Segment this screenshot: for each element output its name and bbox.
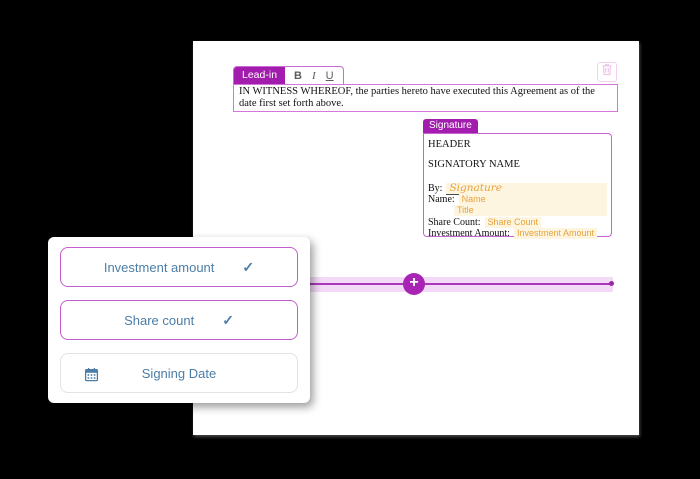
investment-amount-field-value[interactable]: Investment Amount (513, 227, 597, 239)
title-field-value[interactable]: Title (454, 205, 607, 217)
underline-button[interactable]: U (325, 69, 334, 82)
insert-line-end-dot (609, 281, 614, 286)
signature-field-row: Title (428, 205, 607, 217)
signature-header-text: HEADER (428, 139, 471, 150)
leadin-tab-bar: Lead-in B I U (233, 66, 344, 84)
share-count-field-value[interactable]: Share Count (484, 216, 542, 228)
add-field-button[interactable]: + (403, 273, 425, 295)
signature-field-value[interactable]: Signature (446, 183, 607, 195)
signature-field-row: Investment Amount: Investment Amount (428, 227, 607, 239)
bold-button[interactable]: B (294, 69, 302, 82)
menu-item-signing-date[interactable]: Signing Date (60, 353, 298, 393)
signature-tab-label[interactable]: Signature (423, 119, 478, 134)
signature-block[interactable]: HEADER SIGNATORY NAME By: Signature Name… (423, 133, 612, 239)
insert-position-line (248, 283, 613, 285)
trash-icon (601, 63, 613, 81)
delete-block-button[interactable] (597, 62, 617, 82)
menu-item-investment-amount[interactable]: Investment amount ✓ (60, 247, 298, 287)
name-field-value[interactable]: Name (458, 194, 607, 206)
signature-field-row: By: Signature (428, 183, 607, 195)
leadin-text-editor[interactable]: IN WITNESS WHEREOF, the parties hereto h… (233, 83, 618, 112)
menu-item-label: Signing Date (141, 365, 217, 381)
check-icon: ✓ (222, 311, 234, 328)
field-label: Name: (428, 194, 455, 206)
signature-field-row: Share Count: Share Count (428, 216, 607, 228)
insert-field-menu: Investment amount ✓ Share count ✓ (48, 237, 310, 403)
field-label: Investment Amount: (428, 227, 510, 239)
menu-item-label: Share count (124, 312, 195, 328)
field-label: Share Count: (428, 216, 481, 228)
signatory-name-text: SIGNATORY NAME (428, 159, 520, 170)
menu-item-share-count[interactable]: Share count ✓ (60, 300, 298, 340)
leadin-tab-label[interactable]: Lead-in (234, 67, 286, 84)
calendar-icon (84, 367, 99, 387)
format-toolbar: B I U (285, 67, 343, 84)
check-icon: ✓ (242, 258, 255, 275)
menu-item-label: Investment amount (103, 259, 215, 275)
field-label: By: (428, 183, 443, 194)
signature-field-row: Name: Name (428, 194, 607, 206)
italic-button[interactable]: I (311, 69, 316, 82)
